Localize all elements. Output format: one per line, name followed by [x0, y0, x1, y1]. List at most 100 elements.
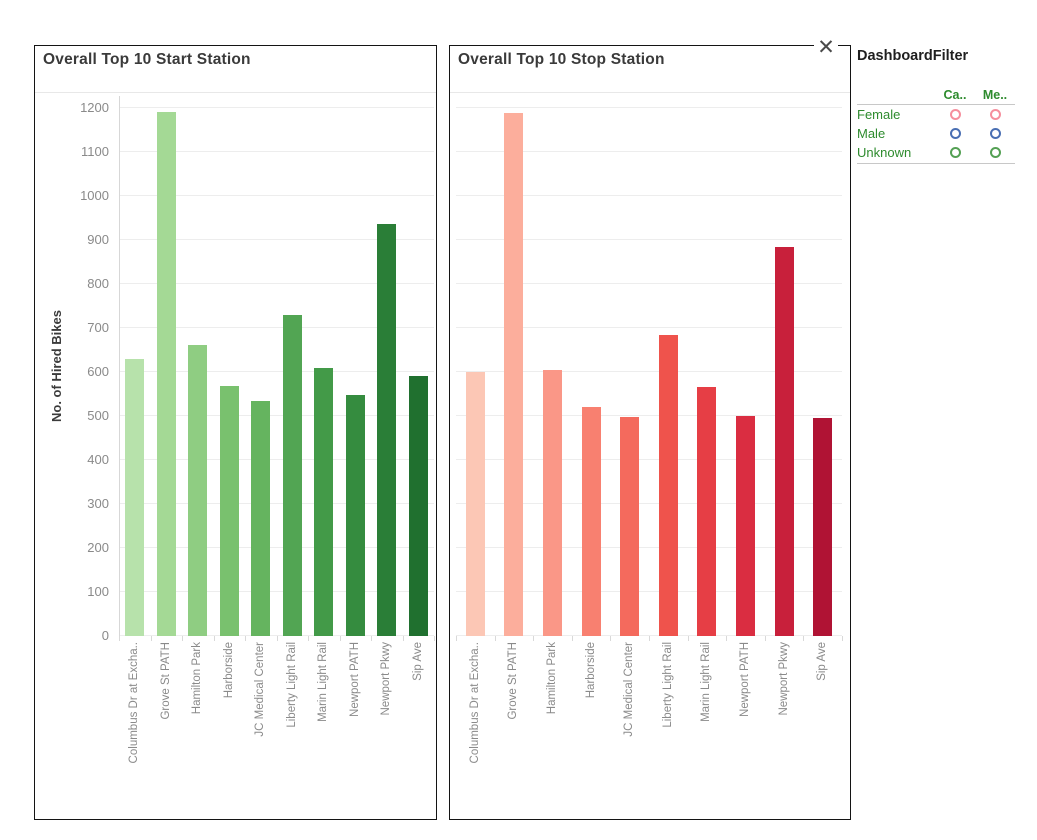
legend-header-row: Ca.. Me..: [857, 84, 1015, 105]
gridline: [456, 459, 842, 460]
x-tick-label: Newport PATH: [348, 642, 361, 717]
bar-columbus-dr-at-excha[interactable]: [465, 372, 485, 636]
filter-radio-unknown-0[interactable]: [949, 147, 961, 158]
bar-liberty-light-rail[interactable]: [282, 315, 302, 636]
gridline: [456, 151, 842, 152]
y-tick-label: 0: [101, 628, 109, 643]
gridline: [456, 371, 842, 372]
category-tick: [610, 636, 612, 641]
bar-newport-path[interactable]: [736, 416, 755, 636]
bar-newport-pkwy[interactable]: [774, 247, 794, 636]
close-icon[interactable]: ✕: [814, 36, 838, 60]
x-tick-label: Grove St PATH: [159, 642, 172, 720]
bar-columbus-dr-at-excha[interactable]: [125, 359, 145, 636]
x-tick-label: Hamilton Park: [191, 642, 204, 715]
filter-radio-female-0[interactable]: [949, 109, 961, 120]
bar-marin-light-rail[interactable]: [314, 368, 334, 636]
gridline: [456, 107, 842, 108]
legend-footer-rule: [857, 163, 1015, 164]
legend-cell: [975, 128, 1015, 139]
x-tick-label: Liberty Light Rail: [661, 642, 674, 728]
legend-cell: [935, 128, 975, 139]
legend-row-male: Male: [857, 124, 1015, 143]
bar-hamilton-park[interactable]: [188, 345, 208, 636]
bar-grove-st-path[interactable]: [156, 112, 176, 636]
x-tick-label: Liberty Light Rail: [285, 642, 298, 728]
y-tick-label: 500: [87, 408, 109, 423]
category-tick: [402, 636, 404, 641]
y-tick-label: 400: [87, 452, 109, 467]
y-tick-label: 1000: [80, 188, 109, 203]
y-tick-label: 100: [87, 584, 109, 599]
gridline: [119, 107, 434, 108]
bar-grove-st-path[interactable]: [504, 113, 524, 636]
bar-hamilton-park[interactable]: [543, 370, 562, 636]
category-tick: [371, 636, 372, 641]
x-tick-label: Columbus Dr at Excha..: [128, 642, 141, 764]
category-tick: [764, 636, 766, 641]
gridline: [119, 547, 434, 548]
bar-newport-path[interactable]: [345, 395, 365, 636]
bar-sip-ave[interactable]: [813, 418, 833, 636]
category-tick: [533, 636, 535, 641]
bar-jc-medical-center[interactable]: [251, 401, 271, 636]
category-tick: [308, 636, 309, 641]
legend-grid: Ca.. Me.. Female Male Unknown: [857, 84, 1015, 164]
category-tick: [649, 636, 650, 641]
category-tick: [119, 636, 120, 641]
category-tick: [571, 636, 573, 641]
category-tick: [339, 636, 341, 641]
stop-station-chart-panel: Overall Top 10 Stop Station Columbus Dr …: [449, 45, 851, 820]
category-tick: [182, 636, 183, 641]
legend-cell: [935, 109, 975, 120]
category-tick: [213, 636, 215, 641]
category-tick: [150, 636, 152, 641]
bar-liberty-light-rail[interactable]: [658, 335, 678, 636]
y-tick-label: 700: [87, 320, 109, 335]
gridline: [119, 151, 434, 152]
bar-harborside[interactable]: [581, 407, 601, 636]
plot-area: [119, 96, 434, 636]
bar-harborside[interactable]: [219, 386, 239, 636]
bar-marin-light-rail[interactable]: [697, 387, 717, 636]
category-tick: [803, 636, 805, 641]
x-tick-label: Newport Pkwy: [777, 642, 790, 716]
filter-radio-unknown-1[interactable]: [989, 147, 1001, 158]
gridline: [456, 415, 842, 416]
bar-sip-ave[interactable]: [408, 376, 428, 636]
x-tick-label: Sip Ave: [411, 642, 424, 681]
gridline: [119, 591, 434, 592]
legend-row-unknown: Unknown: [857, 143, 1015, 162]
gridline: [119, 635, 434, 636]
filter-radio-female-1[interactable]: [989, 109, 1001, 120]
x-tick-label: Marin Light Rail: [317, 642, 330, 722]
y-tick-label: 1200: [80, 100, 109, 115]
x-tick-label: Newport Pkwy: [380, 642, 393, 716]
x-tick-label: JC Medical Center: [254, 642, 267, 737]
gridline: [119, 283, 434, 284]
gridline: [456, 195, 842, 196]
gridline: [456, 591, 842, 592]
stop-chart-title: Overall Top 10 Stop Station: [458, 51, 665, 68]
x-tick-label: Marin Light Rail: [700, 642, 713, 722]
category-tick: [434, 636, 435, 641]
gridline: [119, 371, 434, 372]
legend-cell: [935, 147, 975, 158]
bar-jc-medical-center[interactable]: [620, 417, 640, 636]
filter-radio-male-1[interactable]: [989, 128, 1001, 139]
y-tick-label: 800: [87, 276, 109, 291]
gridline: [456, 547, 842, 548]
gridline: [456, 327, 842, 328]
gridline: [119, 459, 434, 460]
y-tick-label: 900: [87, 232, 109, 247]
x-tick-label: JC Medical Center: [623, 642, 636, 737]
x-tick-label: Columbus Dr at Excha..: [468, 642, 481, 764]
x-tick-label: Sip Ave: [816, 642, 829, 681]
filter-radio-male-0[interactable]: [949, 128, 961, 139]
legend-row-female: Female: [857, 105, 1015, 124]
gridline: [119, 327, 434, 328]
bar-newport-pkwy[interactable]: [377, 224, 397, 636]
x-tick-label: Harborside: [584, 642, 597, 699]
x-tick-label: Harborside: [222, 642, 235, 699]
legend-cell: [975, 147, 1015, 158]
